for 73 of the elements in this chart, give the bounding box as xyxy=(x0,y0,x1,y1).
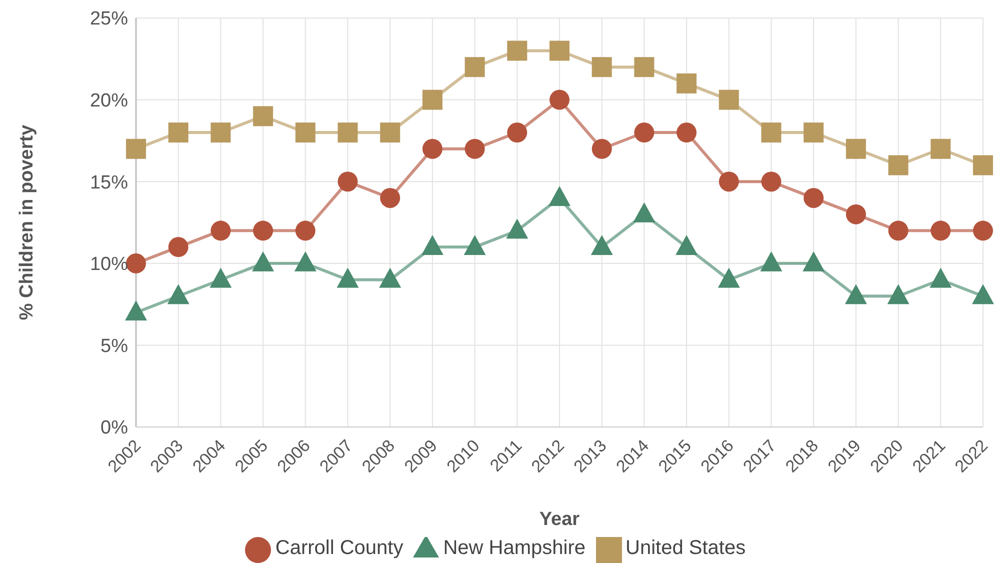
point xyxy=(295,220,316,241)
point xyxy=(804,122,824,143)
point xyxy=(210,220,231,241)
point xyxy=(210,268,232,288)
point xyxy=(930,268,952,288)
point xyxy=(507,122,528,143)
point xyxy=(676,235,698,256)
point xyxy=(253,220,274,241)
point xyxy=(550,40,570,61)
point xyxy=(295,122,316,143)
point xyxy=(802,251,825,272)
point xyxy=(550,90,570,110)
point xyxy=(252,251,274,272)
point xyxy=(379,268,402,288)
y-tick-label: 0% xyxy=(100,418,128,439)
point xyxy=(210,122,231,143)
y-tick-label: 25% xyxy=(90,8,128,30)
point xyxy=(930,138,951,159)
point xyxy=(634,57,654,78)
point xyxy=(380,188,400,208)
point xyxy=(888,155,908,176)
point xyxy=(168,237,188,258)
point xyxy=(760,251,782,272)
point xyxy=(421,235,444,256)
point xyxy=(676,122,697,143)
y-axis-title: % Children in poverty xyxy=(16,124,38,320)
point xyxy=(592,138,612,159)
point xyxy=(846,204,866,224)
point xyxy=(126,138,146,159)
point xyxy=(464,57,485,78)
point xyxy=(464,235,486,256)
point xyxy=(676,73,697,94)
y-tick-label: 10% xyxy=(90,254,128,276)
point xyxy=(125,300,147,320)
point xyxy=(972,284,994,304)
point xyxy=(973,155,993,176)
point xyxy=(338,122,358,143)
legend-label: New Hampshire xyxy=(443,537,586,560)
point xyxy=(761,172,782,192)
point xyxy=(506,218,528,239)
point xyxy=(930,220,951,241)
point xyxy=(846,138,866,159)
point xyxy=(887,284,910,304)
y-tick-label: 15% xyxy=(90,172,128,194)
point xyxy=(718,172,739,192)
y-tick-label: 20% xyxy=(90,90,128,112)
point xyxy=(253,106,274,126)
point xyxy=(804,188,824,208)
point xyxy=(633,202,656,222)
point xyxy=(422,138,442,159)
point xyxy=(973,220,993,241)
point xyxy=(464,138,485,159)
point xyxy=(380,122,400,143)
point xyxy=(126,253,146,274)
point xyxy=(844,284,867,304)
point xyxy=(336,268,359,288)
legend-label: United States xyxy=(626,537,746,560)
point xyxy=(592,57,612,78)
point xyxy=(422,90,442,110)
point xyxy=(718,90,739,110)
y-tick-label: 5% xyxy=(100,336,128,357)
point xyxy=(590,235,613,256)
point xyxy=(718,268,740,288)
point xyxy=(167,284,190,304)
point xyxy=(888,220,908,241)
point xyxy=(761,122,782,143)
point xyxy=(338,172,358,192)
legend-label: Carroll County xyxy=(275,537,404,560)
point xyxy=(634,122,654,143)
point xyxy=(294,251,316,272)
x-axis-title: Year xyxy=(539,509,580,530)
point xyxy=(507,40,528,61)
point xyxy=(168,122,188,143)
